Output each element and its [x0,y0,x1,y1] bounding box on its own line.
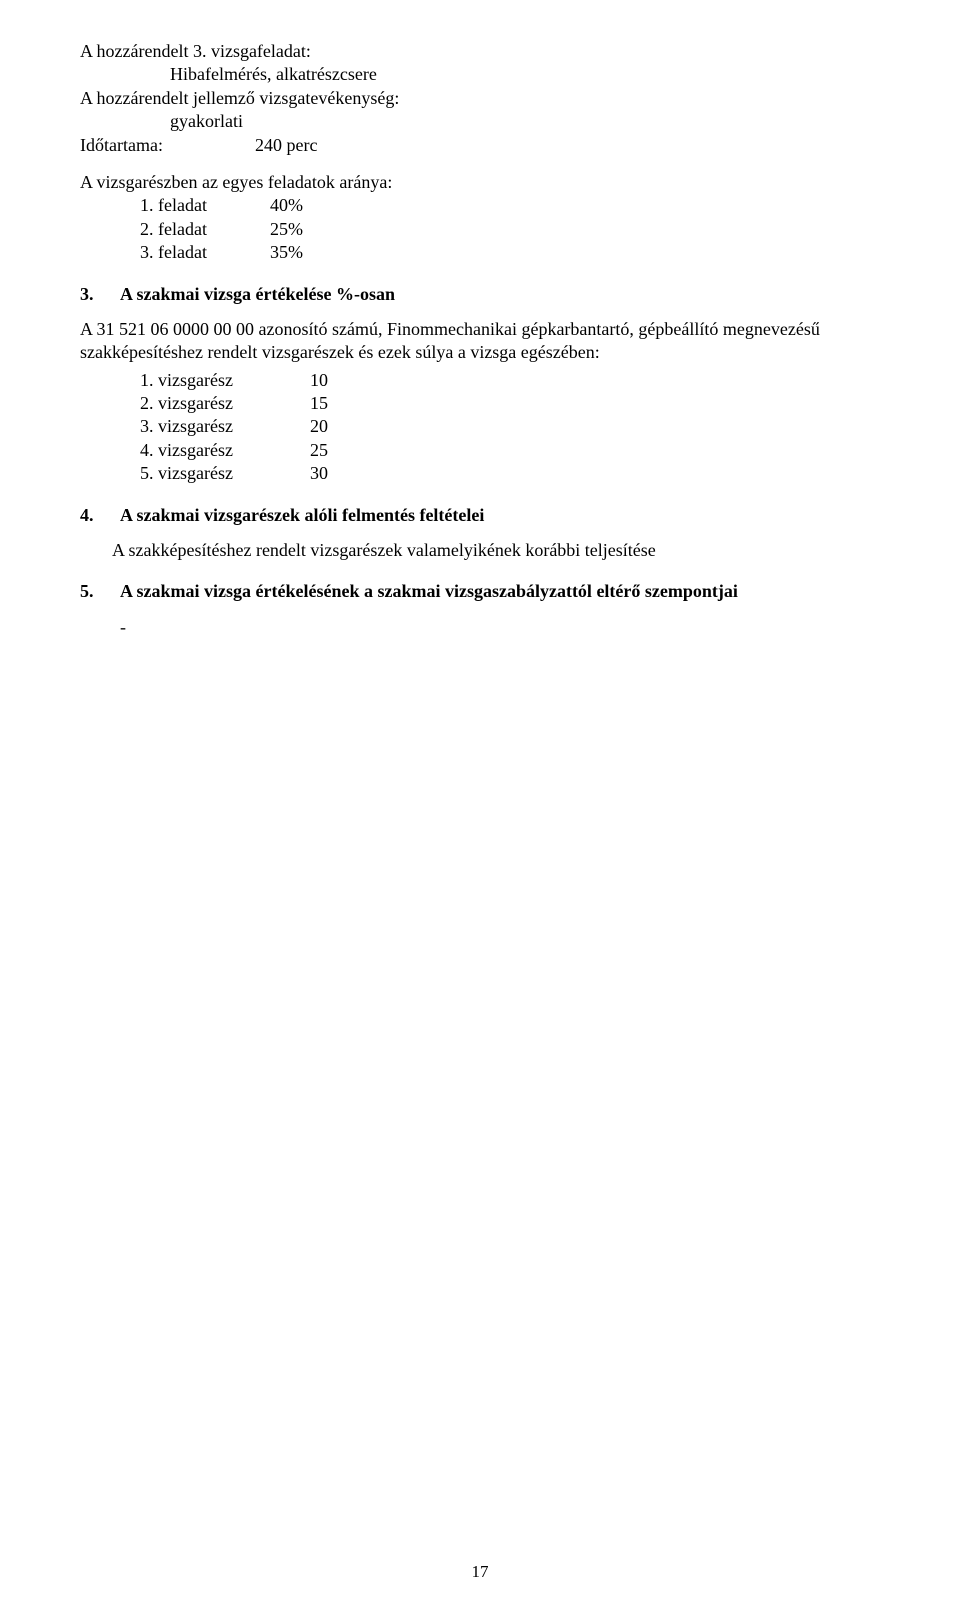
task3-block: A hozzárendelt 3. vizsgafeladat: Hibafel… [80,40,890,157]
section3-num: 3. [80,283,120,306]
task3-duration-value: 240 perc [255,134,317,157]
task3-duration-row: Időtartama: 240 perc [80,134,890,157]
ratios-heading: A vizsgarészben az egyes feladatok arány… [80,171,890,194]
part-name: 4. vizsgarész [140,439,310,462]
part-name: 2. vizsgarész [140,392,310,415]
part-row: 5. vizsgarész 30 [140,462,890,485]
part-row: 3. vizsgarész 20 [140,415,890,438]
section4-num: 4. [80,504,120,527]
ratio-ord: 1. feladat [140,194,270,217]
ratios-block: A vizsgarészben az egyes feladatok arány… [80,171,890,265]
section3-para: A 31 521 06 0000 00 00 azonosító számú, … [80,318,890,365]
ratio-val: 35% [270,241,303,264]
ratio-row: 3. feladat 35% [140,241,890,264]
part-name: 3. vizsgarész [140,415,310,438]
section5-num: 5. [80,580,120,603]
ratio-val: 25% [270,218,303,241]
part-val: 30 [310,462,328,485]
part-row: 2. vizsgarész 15 [140,392,890,415]
ratio-ord: 2. feladat [140,218,270,241]
part-row: 1. vizsgarész 10 [140,369,890,392]
task3-duration-label: Időtartama: [80,134,255,157]
section4-body: A szakképesítéshez rendelt vizsgarészek … [112,539,890,562]
section3-heading: 3. A szakmai vizsga értékelése %-osan [80,283,890,306]
part-val: 15 [310,392,328,415]
task3-activity-value: gyakorlati [170,110,890,133]
part-val: 25 [310,439,328,462]
section5-dash: - [120,616,890,639]
task3-activity-label: A hozzárendelt jellemző vizsgatevékenysé… [80,87,890,110]
section4-heading: 4. A szakmai vizsgarészek alóli felmenté… [80,504,890,527]
task3-heading: A hozzárendelt 3. vizsgafeladat: [80,40,890,63]
part-row: 4. vizsgarész 25 [140,439,890,462]
ratio-ord: 3. feladat [140,241,270,264]
part-name: 1. vizsgarész [140,369,310,392]
section5-heading-text: A szakmai vizsga értékelésének a szakmai… [120,580,738,603]
part-name: 5. vizsgarész [140,462,310,485]
page-number: 17 [0,1561,960,1583]
part-val: 20 [310,415,328,438]
section4-heading-text: A szakmai vizsgarészek alóli felmentés f… [120,504,484,527]
ratio-row: 1. feladat 40% [140,194,890,217]
part-val: 10 [310,369,328,392]
ratio-val: 40% [270,194,303,217]
task3-title: Hibafelmérés, alkatrészcsere [170,63,890,86]
section3-heading-text: A szakmai vizsga értékelése %-osan [120,283,395,306]
section5-heading: 5. A szakmai vizsga értékelésének a szak… [80,580,890,603]
section3-parts-list: 1. vizsgarész 10 2. vizsgarész 15 3. viz… [140,369,890,486]
ratio-row: 2. feladat 25% [140,218,890,241]
